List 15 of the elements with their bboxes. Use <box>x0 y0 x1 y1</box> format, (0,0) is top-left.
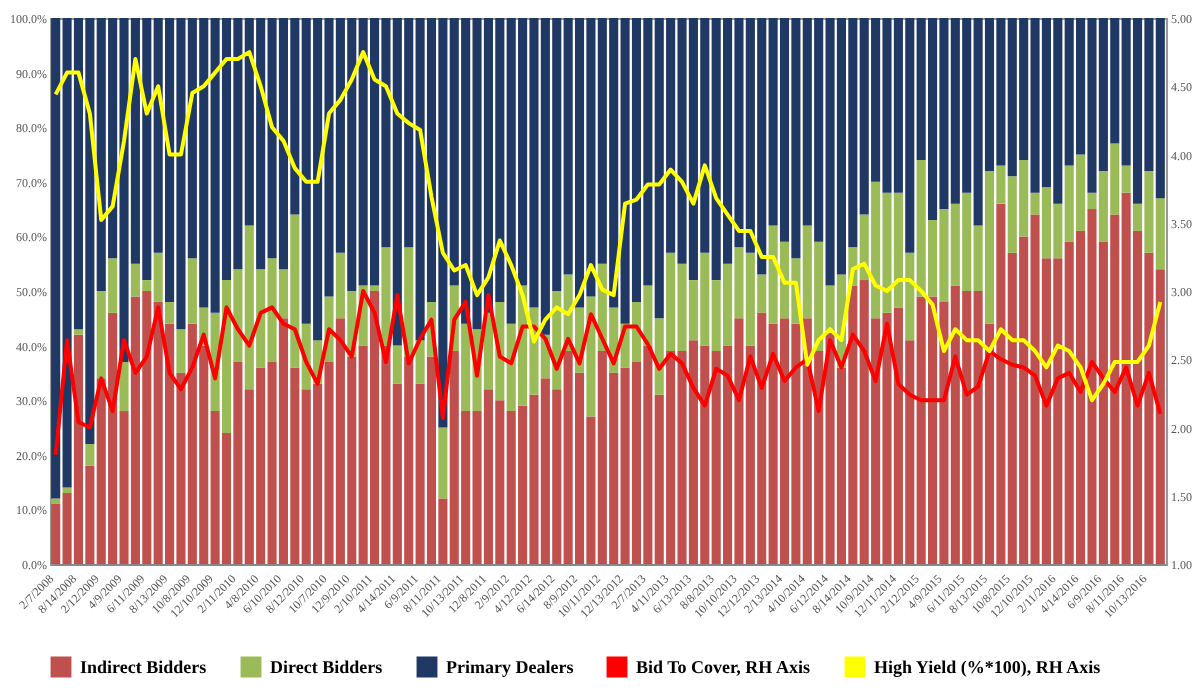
line-series <box>53 289 1163 457</box>
legend-label: Direct Bidders <box>270 657 384 678</box>
bar <box>165 301 175 324</box>
bar <box>51 498 61 504</box>
bar <box>85 443 95 466</box>
bar <box>73 329 84 335</box>
legend-label: High Yield (%*100), RH Axis <box>874 657 1102 678</box>
bar <box>62 487 72 494</box>
bar <box>119 361 129 412</box>
legend-label: Bid To Cover, RH Axis <box>636 657 811 678</box>
line-series <box>53 50 1163 403</box>
bar <box>438 427 448 499</box>
bar <box>176 329 186 373</box>
legend-label: Indirect Bidders <box>80 657 208 678</box>
legend-label: Primary Dealers <box>446 657 575 678</box>
